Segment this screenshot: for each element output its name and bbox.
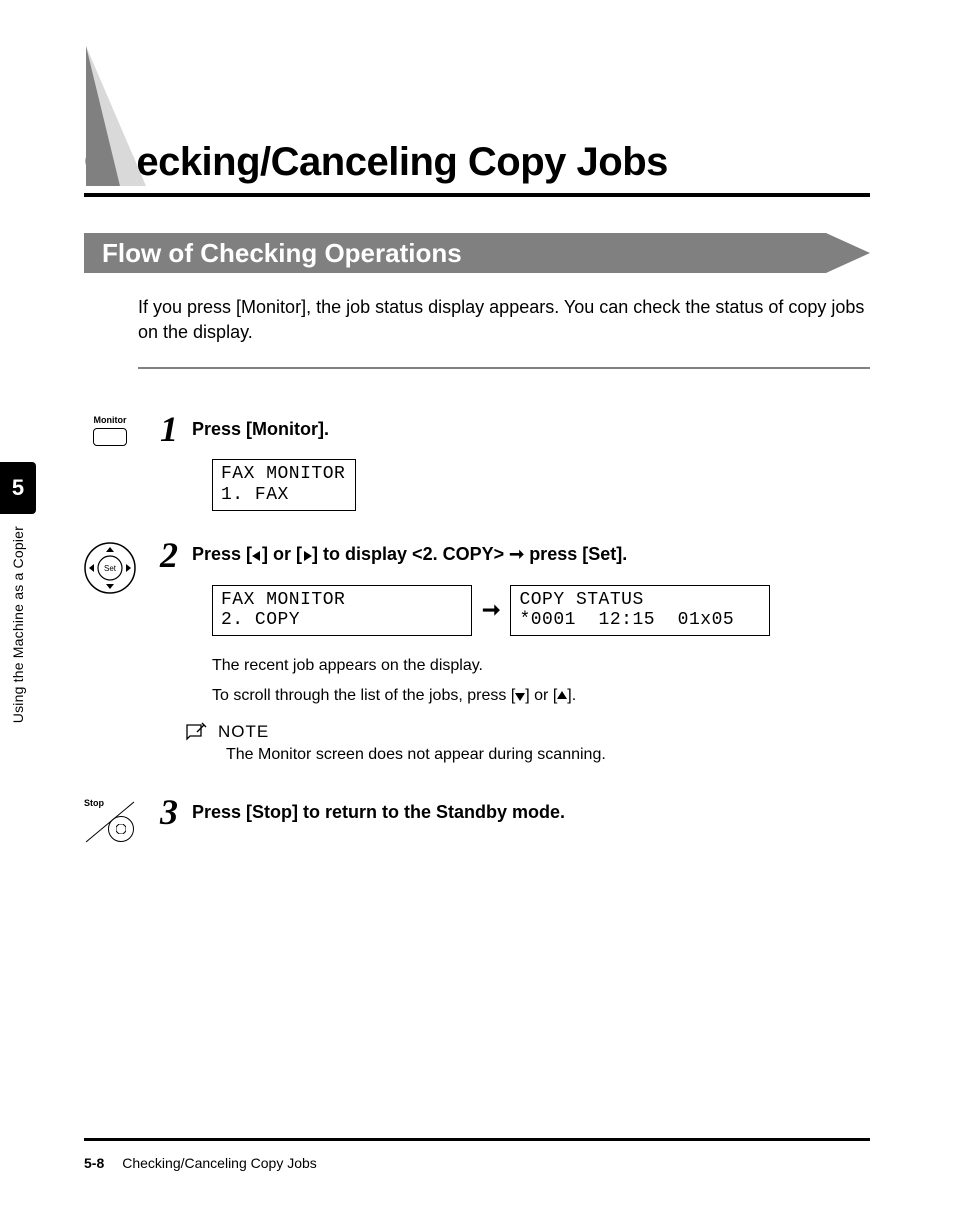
step-3: Stop 3 Press [Stop] to return to the Sta… bbox=[60, 794, 870, 846]
step-note: To scroll through the list of the jobs, … bbox=[212, 684, 870, 708]
footer-title: Checking/Canceling Copy Jobs bbox=[122, 1155, 317, 1171]
section-heading-band: Flow of Checking Operations bbox=[84, 233, 870, 273]
chapter-side-tab: 5 Using the Machine as a Copier bbox=[0, 462, 36, 723]
step-title: Press [Monitor]. bbox=[192, 419, 329, 440]
page-title: Checking/Canceling Copy Jobs bbox=[84, 60, 870, 185]
page-number: 5-8 bbox=[84, 1155, 104, 1171]
section-heading: Flow of Checking Operations bbox=[84, 233, 870, 273]
up-arrow-icon bbox=[557, 691, 567, 701]
step-number: 1 bbox=[160, 411, 178, 447]
footer-rule bbox=[84, 1138, 870, 1141]
stop-key-label: Stop bbox=[84, 798, 104, 808]
lcd-display: COPY STATUS *0001 12:15 01x05 bbox=[510, 585, 770, 636]
down-arrow-icon bbox=[515, 691, 525, 701]
step-title: Press [Stop] to return to the Standby mo… bbox=[192, 802, 565, 823]
header-triangle-decoration bbox=[86, 46, 146, 186]
chapter-number: 5 bbox=[12, 475, 24, 501]
set-key-label: Set bbox=[104, 564, 117, 573]
set-nav-key-icon: Set bbox=[83, 541, 137, 595]
monitor-key-label: Monitor bbox=[78, 415, 142, 425]
step-title: Press [] or [] to display <2. COPY> ➞ pr… bbox=[192, 544, 627, 565]
step-number: 3 bbox=[160, 794, 178, 830]
note-body: The Monitor screen does not appear durin… bbox=[226, 746, 870, 764]
lcd-display: FAX MONITOR 1. FAX bbox=[212, 459, 356, 510]
page-footer: 5-8 Checking/Canceling Copy Jobs bbox=[84, 1155, 317, 1171]
stop-key-icon: Stop bbox=[82, 798, 138, 846]
chapter-label: Using the Machine as a Copier bbox=[10, 526, 26, 723]
left-arrow-icon bbox=[252, 551, 262, 561]
divider bbox=[138, 367, 870, 369]
step-1: Monitor 1 Press [Monitor]. FAX MONITOR 1… bbox=[60, 411, 870, 510]
monitor-key-icon: Monitor bbox=[78, 415, 142, 446]
note-icon bbox=[184, 722, 208, 742]
intro-paragraph: If you press [Monitor], the job status d… bbox=[138, 295, 870, 345]
step-note: The recent job appears on the display. bbox=[212, 654, 870, 678]
title-rule bbox=[84, 193, 870, 197]
right-arrow-icon bbox=[302, 551, 312, 561]
arrow-right-icon: ➞ bbox=[482, 597, 500, 623]
note-heading: NOTE bbox=[218, 722, 269, 742]
step-2: Set 2 Press [] or [] to display <2. COPY… bbox=[60, 537, 870, 764]
lcd-display: FAX MONITOR 2. COPY bbox=[212, 585, 472, 636]
step-number: 2 bbox=[160, 537, 178, 573]
